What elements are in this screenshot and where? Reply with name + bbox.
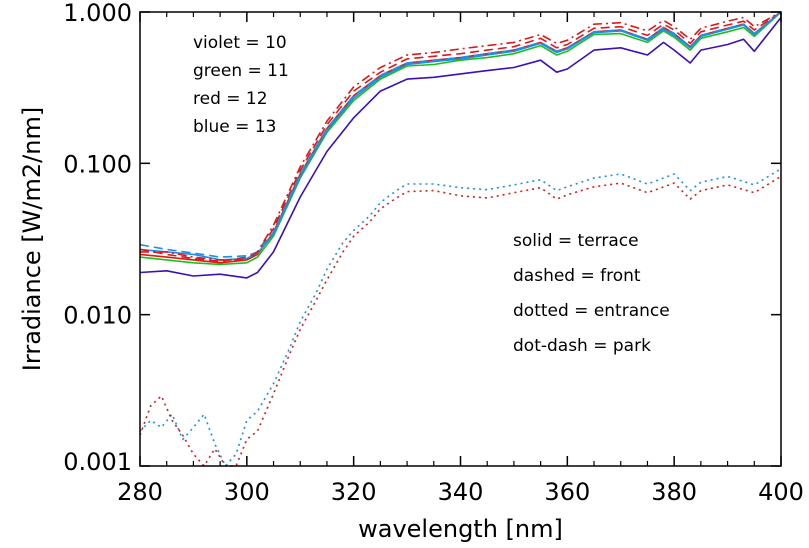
legend-style-entry: solid = terrace bbox=[513, 231, 639, 251]
y-tick-label: 0.010 bbox=[63, 302, 132, 330]
x-tick-label: 340 bbox=[438, 478, 484, 506]
legend-color-entry: blue = 13 bbox=[193, 117, 276, 137]
legend-style-entry: dot-dash = park bbox=[513, 336, 651, 356]
series-group bbox=[139, 11, 782, 467]
legend-style-entry: dashed = front bbox=[513, 266, 641, 286]
legend-color-entry: red = 12 bbox=[193, 89, 268, 109]
series-line-green-solid bbox=[139, 11, 782, 266]
x-tick-label: 300 bbox=[224, 478, 270, 506]
series-line-red-dotted bbox=[139, 175, 782, 467]
legend-color-entry: green = 11 bbox=[193, 61, 289, 81]
legend-style-entry: dotted = entrance bbox=[513, 301, 670, 321]
x-tick-label: 380 bbox=[651, 478, 697, 506]
y-tick-label: 0.100 bbox=[63, 150, 132, 178]
y-tick-label: 1.000 bbox=[63, 0, 132, 27]
legend-color-entry: violet = 10 bbox=[193, 33, 287, 53]
tick-label-group: 280 300 320 340 360 380 400 0.001 0.010 0.100 1.00… bbox=[63, 0, 804, 506]
series-line-red-dot-dash bbox=[140, 11, 782, 261]
y-tick-label: 0.001 bbox=[63, 448, 132, 476]
series-line-violet-solid bbox=[139, 17, 782, 279]
y-axis-title: Irradiance [W/m2/nm] bbox=[18, 107, 46, 371]
x-tick-label: 280 bbox=[117, 478, 163, 506]
legend-color: violet = 10 green = 11 red = 12 blue = 13 bbox=[193, 33, 289, 137]
legend-style: solid = terrace dashed = front dotted = en… bbox=[513, 231, 670, 356]
x-tick-label: 360 bbox=[544, 478, 590, 506]
x-tick-label: 400 bbox=[758, 478, 804, 506]
tick-group bbox=[139, 11, 782, 467]
series-line-blue-dotted bbox=[139, 168, 782, 467]
x-axis-title: wavelength [nm] bbox=[358, 515, 563, 543]
x-tick-label: 320 bbox=[331, 478, 377, 506]
